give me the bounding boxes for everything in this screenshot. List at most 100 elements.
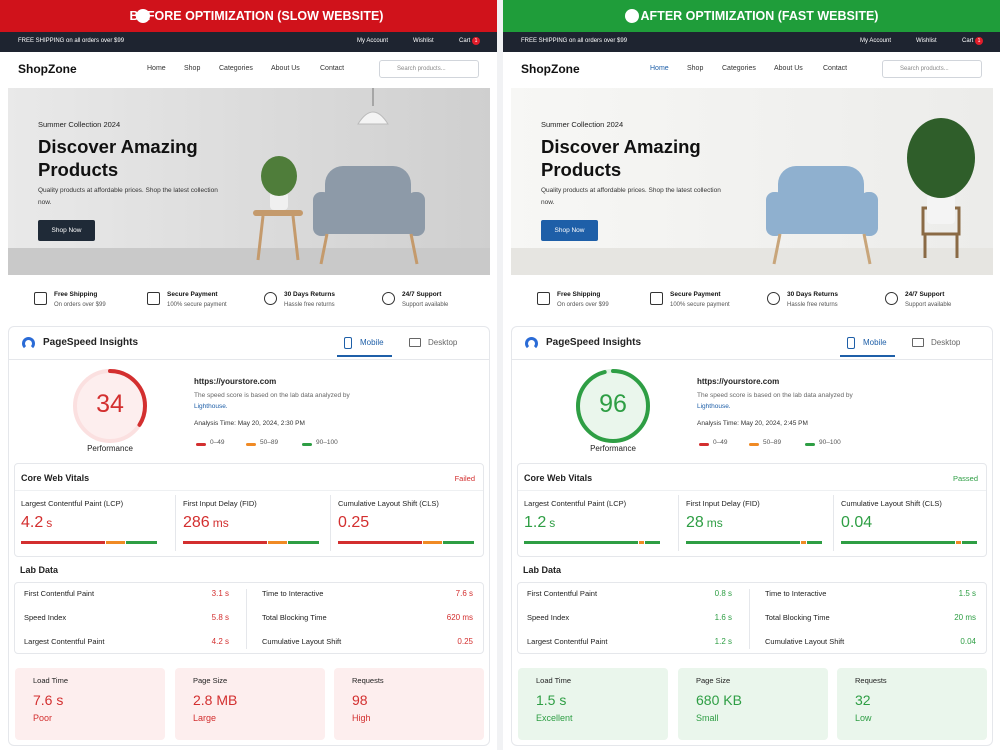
summary-tile: Page Size 680 KB Small bbox=[678, 668, 828, 740]
nav-link[interactable]: Categories bbox=[219, 65, 253, 72]
distribution-bar bbox=[422, 541, 443, 544]
distribution-bar bbox=[801, 541, 806, 544]
feature-icon bbox=[650, 292, 663, 305]
divider bbox=[246, 589, 247, 649]
search-placeholder: Search products... bbox=[900, 66, 949, 72]
lamp-shade bbox=[357, 111, 389, 125]
feature-title: Secure Payment bbox=[670, 291, 721, 298]
plant-pot bbox=[927, 194, 955, 224]
feature-text: Support available bbox=[402, 302, 449, 308]
nav-link[interactable]: About Us bbox=[774, 65, 803, 72]
score-note: The speed score is based on the lab data… bbox=[697, 392, 853, 399]
plant-leaves bbox=[261, 156, 297, 196]
wishlist-link[interactable]: Wishlist bbox=[413, 38, 434, 44]
metric-value: 286 ms bbox=[183, 514, 229, 532]
psi-logo bbox=[525, 337, 538, 350]
cwv-title: Core Web Vitals bbox=[524, 473, 593, 483]
nav-link[interactable]: Home bbox=[650, 65, 669, 72]
divider bbox=[518, 490, 986, 491]
search-box[interactable]: Search products... bbox=[882, 60, 982, 78]
nav-link[interactable]: Categories bbox=[722, 65, 756, 72]
account-link[interactable]: My Account bbox=[357, 38, 389, 44]
lab-metric-value: 0.25 bbox=[457, 637, 473, 646]
lab-metric-value: 5.8 s bbox=[211, 613, 229, 622]
site-url: https://yourstore.com bbox=[194, 377, 277, 386]
banner: BEFORE OPTIMIZATION (SLOW WEBSITE) bbox=[0, 0, 497, 32]
score-label: Performance bbox=[87, 444, 133, 453]
divider bbox=[175, 495, 176, 551]
plant-pot bbox=[270, 192, 288, 210]
chair-leg bbox=[319, 233, 329, 265]
feature-icon bbox=[34, 292, 47, 305]
account-link[interactable]: My Account bbox=[860, 38, 892, 44]
lighthouse-link[interactable]: Lighthouse. bbox=[194, 403, 228, 410]
wishlist-link[interactable]: Wishlist bbox=[916, 38, 937, 44]
legend-swatch bbox=[749, 443, 759, 446]
nav-link[interactable]: Contact bbox=[823, 65, 848, 72]
cart-count: 1 bbox=[472, 37, 480, 45]
nav-link[interactable]: Shop bbox=[184, 65, 201, 72]
tab-desktop[interactable]: Desktop bbox=[428, 338, 458, 347]
lab-metric-value: 1.2 s bbox=[714, 637, 732, 646]
nav-link[interactable]: Contact bbox=[320, 65, 345, 72]
tab-desktop[interactable]: Desktop bbox=[931, 338, 961, 347]
feature-title: Secure Payment bbox=[167, 291, 218, 298]
hero: Summer Collection 2024 Discover Amazing P… bbox=[511, 88, 993, 275]
core-web-vitals: Core Web Vitals Failed Largest Contentful … bbox=[14, 463, 484, 557]
lab-metric-name: Largest Contentful Paint bbox=[527, 637, 608, 646]
nav-link[interactable]: About Us bbox=[271, 65, 300, 72]
legend-swatch bbox=[805, 443, 815, 446]
nav-link[interactable]: Home bbox=[147, 65, 166, 72]
lab-metric-name: Largest Contentful Paint bbox=[24, 637, 105, 646]
psi-title: PageSpeed Insights bbox=[43, 337, 139, 348]
distribution-bar bbox=[956, 541, 961, 544]
metric-name: First Input Delay (FID) bbox=[183, 499, 257, 508]
hero-title: Discover Amazing Products bbox=[38, 136, 198, 180]
distribution-bar bbox=[806, 541, 822, 544]
tab-mobile[interactable]: Mobile bbox=[360, 338, 384, 347]
lighthouse-link[interactable]: Lighthouse. bbox=[697, 403, 731, 410]
summary-rating: Low bbox=[855, 713, 872, 723]
psi-title: PageSpeed Insights bbox=[546, 337, 642, 348]
top-bar: FREE SHIPPING on all orders over $99 My A… bbox=[503, 32, 1000, 52]
distribution-bar bbox=[267, 541, 288, 544]
summary-label: Load Time bbox=[536, 676, 572, 685]
lab-metric-name: Cumulative Layout Shift bbox=[262, 637, 342, 646]
legend-label: 50–89 bbox=[260, 439, 279, 446]
nav-link[interactable]: Shop bbox=[687, 65, 704, 72]
distribution-bar bbox=[639, 541, 644, 544]
lab-metric-name: Cumulative Layout Shift bbox=[765, 637, 845, 646]
hero: Summer Collection 2024 Discover Amazing P… bbox=[8, 88, 490, 275]
distribution-bar bbox=[524, 541, 639, 544]
score-value: 34 bbox=[96, 390, 124, 418]
stool-leg bbox=[291, 215, 300, 261]
banner-title: BEFORE OPTIMIZATION (SLOW WEBSITE) bbox=[129, 9, 384, 23]
legend-swatch bbox=[196, 443, 206, 446]
core-web-vitals: Core Web Vitals Passed Largest Contentful … bbox=[517, 463, 987, 557]
chair-seat bbox=[770, 206, 874, 234]
chair-arm bbox=[407, 192, 425, 236]
summary-tile: Requests 32 Low bbox=[837, 668, 987, 740]
summary-label: Load Time bbox=[33, 676, 69, 685]
shop-now-button[interactable]: Shop Now bbox=[38, 220, 95, 241]
metric-number: 1.2 bbox=[524, 514, 547, 531]
lab-metric-value: 7.6 s bbox=[455, 589, 473, 598]
metric-number: 4.2 bbox=[21, 514, 44, 531]
cart-link[interactable]: Cart bbox=[459, 38, 471, 44]
score-arc bbox=[576, 369, 650, 443]
search-box[interactable]: Search products... bbox=[379, 60, 479, 78]
tab-icon bbox=[912, 338, 924, 347]
summary-tile: Load Time 1.5 s Excellent bbox=[518, 668, 668, 740]
site-url: https://yourstore.com bbox=[697, 377, 780, 386]
legend-label: 0–49 bbox=[210, 439, 225, 446]
metric-value: 0.04 bbox=[841, 514, 873, 531]
hero-title: Discover Amazing Products bbox=[541, 136, 701, 180]
lab-metric-name: Total Blocking Time bbox=[262, 613, 327, 622]
summary-label: Page Size bbox=[193, 676, 228, 685]
tab-mobile[interactable]: Mobile bbox=[863, 338, 887, 347]
shop-now-button[interactable]: Shop Now bbox=[541, 220, 598, 241]
score-value: 96 bbox=[599, 390, 627, 418]
metric-unit: ms bbox=[212, 516, 229, 530]
cart-link[interactable]: Cart bbox=[962, 38, 974, 44]
